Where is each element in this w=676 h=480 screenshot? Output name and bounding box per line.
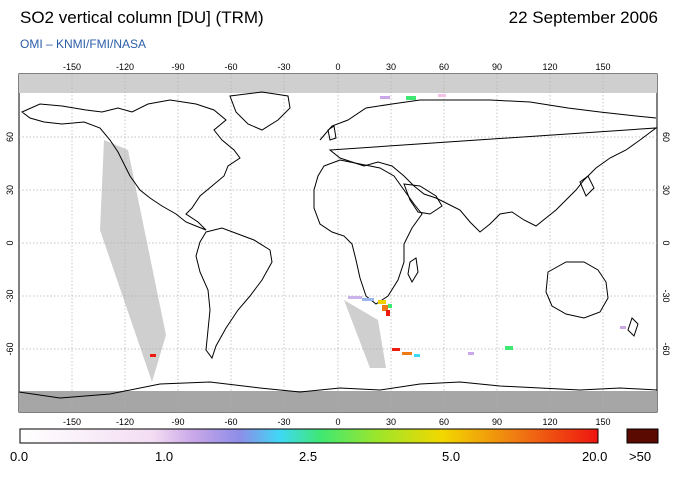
lon-label: 150	[595, 62, 610, 72]
lon-labels-bottom: -150 -120 -90 -60 -30 0 30 60 90 120 150	[63, 417, 611, 427]
lat-label: -30	[5, 289, 15, 302]
map-title: SO2 vertical column [DU] (TRM)	[20, 8, 264, 27]
no-data-swath-atlantic	[344, 300, 386, 368]
lon-label: -90	[171, 62, 184, 72]
lat-label: 0	[5, 240, 15, 245]
lon-label: -60	[224, 62, 237, 72]
map-credit: OMI – KNMI/FMI/NASA	[20, 37, 147, 51]
lon-label: -120	[116, 417, 134, 427]
legend-overflow-swatch	[626, 428, 659, 444]
lat-label: 30	[661, 185, 671, 195]
lat-label: 60	[5, 132, 15, 142]
map-date: 22 September 2006	[508, 8, 658, 27]
graticule	[19, 74, 657, 412]
lon-label: 60	[439, 417, 449, 427]
lat-label: 30	[5, 185, 15, 195]
lat-labels-left: 60 30 0 -30 -60	[5, 132, 15, 356]
lon-label: -90	[171, 417, 184, 427]
lat-label: 60	[661, 132, 671, 142]
no-data-south	[19, 391, 657, 412]
lat-labels-right: 60 30 0 -30 -60	[661, 132, 671, 356]
lon-label: 120	[542, 417, 557, 427]
lon-label: -30	[277, 62, 290, 72]
lon-label: -60	[224, 417, 237, 427]
lat-label: -30	[661, 289, 671, 302]
lon-label: 120	[542, 62, 557, 72]
lon-label: 90	[492, 417, 502, 427]
lat-label: -60	[5, 342, 15, 355]
lon-label: -150	[63, 417, 81, 427]
lon-labels-top: -150 -120 -90 -60 -30 0 30 60 90 120 150	[63, 62, 611, 72]
legend-label-4: 20.0	[582, 449, 608, 464]
lon-label: 30	[386, 417, 396, 427]
lon-label: 90	[492, 62, 502, 72]
so2-signal	[150, 94, 626, 357]
no-data-north	[19, 74, 657, 93]
legend-label-2: 2.5	[299, 449, 318, 464]
legend-label-3: 5.0	[442, 449, 461, 464]
lat-label: 0	[661, 240, 671, 245]
lon-label: -30	[277, 417, 290, 427]
legend-colorbar	[19, 428, 599, 444]
lon-label: 0	[335, 417, 340, 427]
legend-label-1: 1.0	[155, 449, 174, 464]
lon-label: -120	[116, 62, 134, 72]
lon-label: 60	[439, 62, 449, 72]
lon-label: 150	[595, 417, 610, 427]
lon-label: 30	[386, 62, 396, 72]
no-data-swath-pacific	[100, 140, 166, 382]
lon-label: -150	[63, 62, 81, 72]
lat-label: -60	[661, 342, 671, 355]
lon-label: 0	[335, 62, 340, 72]
coastlines	[19, 91, 657, 399]
legend-label-0: 0.0	[10, 449, 29, 464]
legend-overflow-label: >50	[629, 449, 652, 464]
